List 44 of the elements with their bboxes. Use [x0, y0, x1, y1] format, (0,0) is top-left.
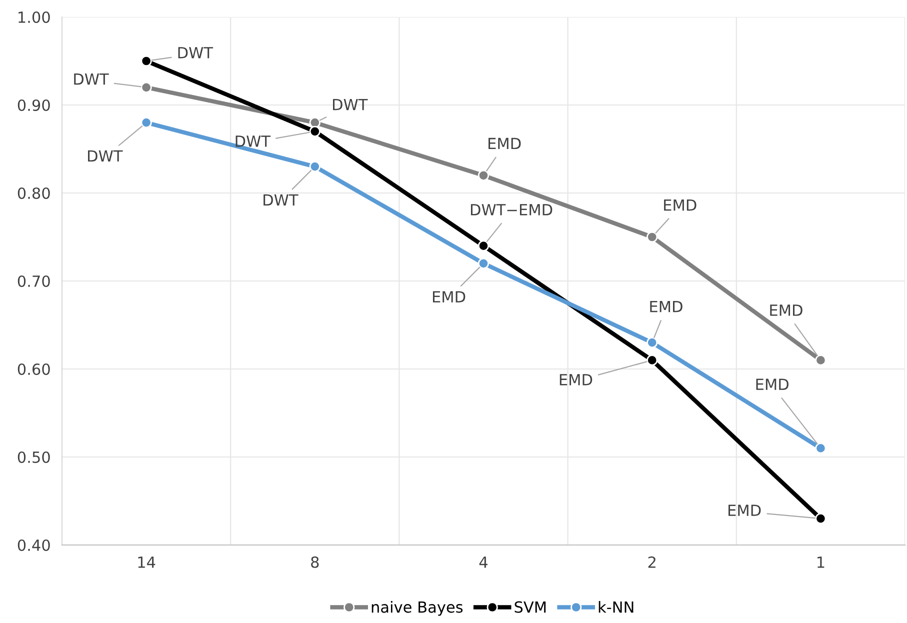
point	[478, 170, 490, 181]
annotation: EMD	[560, 374, 592, 386]
annotation: DWT	[74, 74, 109, 85]
annotation: EMD	[432, 291, 466, 302]
x-tick-label: 8	[311, 556, 319, 568]
x-tick-label: 4	[479, 556, 488, 568]
y-tick-label: 0.50	[18, 451, 50, 464]
annotation: DWT	[264, 194, 298, 206]
point	[309, 161, 320, 172]
annotation: EMD	[756, 378, 788, 390]
annotation: EMD	[650, 300, 682, 312]
legend-label: SVM	[514, 601, 546, 613]
legend-label: naive Bayes	[372, 600, 463, 616]
point	[646, 337, 658, 348]
point	[815, 442, 826, 454]
point	[140, 82, 152, 93]
annotation: DWT	[88, 150, 123, 162]
y-tick-label: 0.60	[18, 363, 50, 376]
point	[478, 258, 490, 269]
y-tick-label: 0.90	[18, 99, 50, 112]
annotation: EMD	[770, 304, 802, 316]
point	[646, 231, 658, 243]
y-tick-label: 0.80	[18, 187, 50, 200]
point	[140, 117, 152, 128]
annotation: EMD	[664, 200, 696, 211]
annotation: DWT	[178, 47, 214, 58]
annotation: DWT−EMD	[470, 204, 552, 216]
point	[140, 55, 152, 67]
point	[815, 354, 826, 366]
annotation: EMD	[728, 504, 761, 516]
y-tick-label: 1.00	[18, 11, 50, 24]
y-tick-label: 0.40	[18, 539, 50, 552]
x-tick-label: 2	[648, 556, 656, 568]
point	[478, 240, 490, 252]
y-tick-label: 0.70	[18, 275, 50, 288]
annotation: EMD	[488, 138, 521, 150]
legend-label: k-NN	[598, 600, 634, 613]
point	[815, 513, 826, 524]
point	[646, 354, 658, 366]
x-tick-label: 1	[818, 556, 824, 568]
annotation: DWT	[333, 99, 368, 110]
x-tick-label: 14	[138, 556, 156, 568]
annotation: DWT	[236, 136, 271, 147]
point	[309, 126, 320, 137]
